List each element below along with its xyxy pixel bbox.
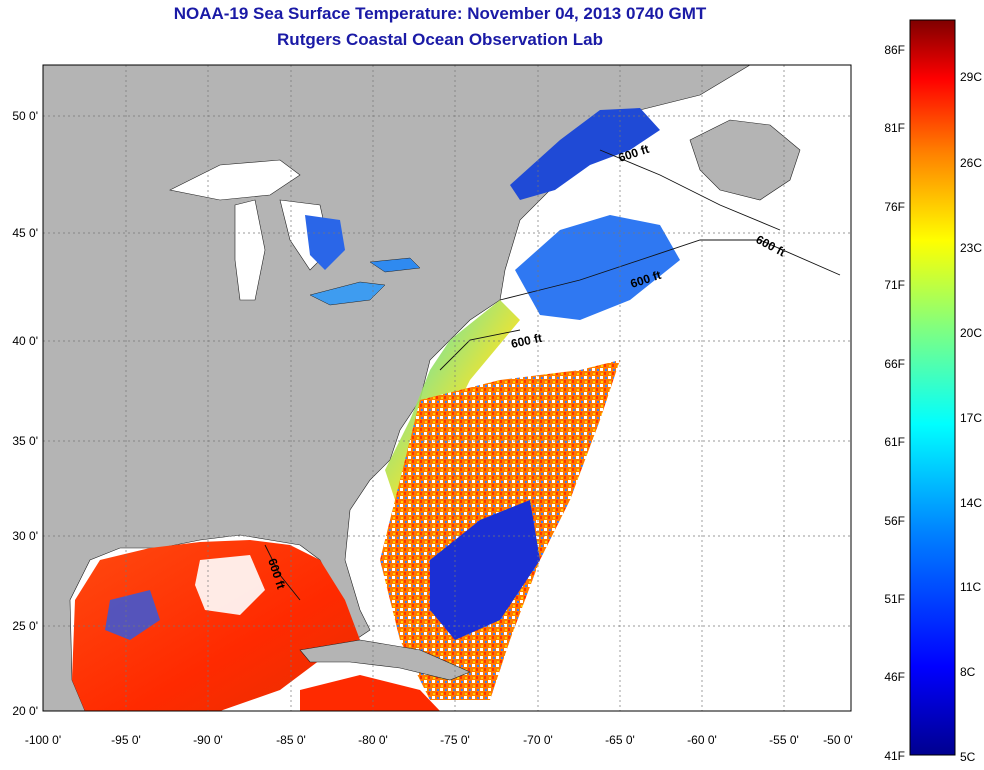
colorbar-c-label: 5C <box>960 750 976 764</box>
lon-tick-label: -55 0' <box>769 733 799 747</box>
lat-tick-label: 30 0' <box>12 529 38 543</box>
gulf-of-mexico-sst <box>72 540 360 711</box>
colorbar-f-label: 71F <box>884 278 905 292</box>
lat-tick-label: 20 0' <box>12 704 38 718</box>
lon-tick-label: -65 0' <box>605 733 635 747</box>
lon-tick-label: -50 0' <box>823 733 853 747</box>
colorbar-f-label: 61F <box>884 435 905 449</box>
lon-tick-label: -85 0' <box>276 733 306 747</box>
cold-water-patch <box>430 500 540 640</box>
land-newfoundland <box>689 119 801 201</box>
lon-tick-label: -95 0' <box>111 733 141 747</box>
map-frame <box>42 64 852 712</box>
colorbar-f-label: 46F <box>884 670 905 684</box>
colorbar <box>909 19 956 756</box>
colorbar-fahrenheit-labels: 86F 81F 76F 71F 66F 61F 56F 51F 46F 41F <box>884 43 905 763</box>
gulf-st-lawrence-sst <box>510 108 660 200</box>
colorbar-c-label: 29C <box>960 70 982 84</box>
lon-tick-label: -60 0' <box>687 733 717 747</box>
gulf-cloud-patch <box>195 555 265 615</box>
depth-contours <box>264 149 841 601</box>
colorbar-f-label: 76F <box>884 200 905 214</box>
colorbar-f-label: 41F <box>884 749 905 763</box>
colorbar-f-label: 56F <box>884 514 905 528</box>
colorbar-c-label: 26C <box>960 156 982 170</box>
lon-tick-label: -75 0' <box>440 733 470 747</box>
lat-tick-label: 40 0' <box>12 334 38 348</box>
lat-tick-label: 35 0' <box>12 434 38 448</box>
lon-tick-label: -70 0' <box>523 733 553 747</box>
lake-michigan <box>234 199 266 301</box>
colorbar-f-label: 51F <box>884 592 905 606</box>
colorbar-f-label: 81F <box>884 121 905 135</box>
lat-tick-label: 25 0' <box>12 619 38 633</box>
colorbar-f-label: 86F <box>884 43 905 57</box>
map-title: NOAA-19 Sea Surface Temperature: Novembe… <box>173 4 707 23</box>
lat-tick-label: 50 0' <box>12 109 38 123</box>
contour-label-4: 600 ft <box>510 331 544 351</box>
lake-erie-sst <box>309 281 386 306</box>
longitude-axis: -100 0' -95 0' -90 0' -85 0' -80 0' -75 … <box>25 733 853 747</box>
colorbar-c-label: 8C <box>960 665 976 679</box>
lake-superior <box>169 159 301 201</box>
land-cuba <box>299 639 471 681</box>
caribbean-sst <box>300 675 440 711</box>
colorbar-c-label: 14C <box>960 496 982 510</box>
lake-ontario-sst <box>369 257 421 273</box>
colorbar-f-label: 66F <box>884 357 905 371</box>
lon-tick-label: -100 0' <box>25 733 61 747</box>
colorbar-celsius-labels: 29C 26C 23C 20C 17C 14C 11C 8C 5C <box>960 70 982 764</box>
latitude-axis: 50 0' 45 0' 40 0' 35 0' 30 0' 25 0' 20 0… <box>12 109 38 718</box>
map-subtitle: Rutgers Coastal Ocean Observation Lab <box>277 30 603 49</box>
lat-tick-label: 45 0' <box>12 226 38 240</box>
lon-tick-label: -90 0' <box>193 733 223 747</box>
lake-huron-sst <box>305 215 345 270</box>
scotian-shelf-sst <box>515 215 680 320</box>
lon-tick-label: -80 0' <box>358 733 388 747</box>
map-canvas: 600 ft 600 ft 600 ft 600 ft 600 ft <box>43 65 851 711</box>
colorbar-c-label: 11C <box>960 580 981 594</box>
gulf-cool-patch <box>105 590 160 640</box>
colorbar-c-label: 23C <box>960 241 982 255</box>
colorbar-c-label: 17C <box>960 411 982 425</box>
colorbar-c-label: 20C <box>960 326 982 340</box>
land-north-america <box>43 65 751 711</box>
